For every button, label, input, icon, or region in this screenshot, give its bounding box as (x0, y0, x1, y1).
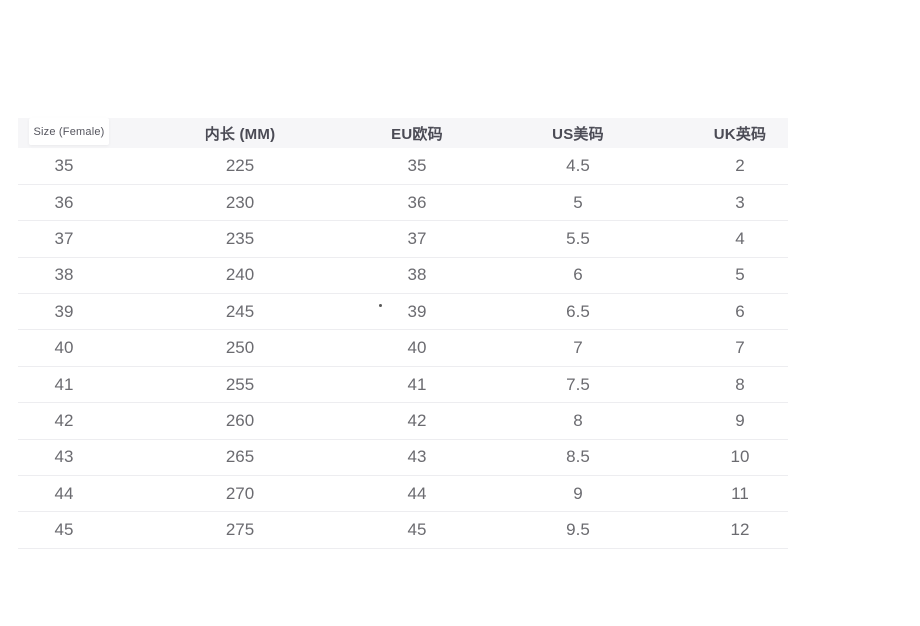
table-row: 41 255 41 7.5 8 (18, 366, 788, 404)
cell-eu-size: 43 (370, 439, 464, 477)
cell-inner-length-mm: 235 (110, 220, 370, 258)
cell-inner-length-mm: 265 (110, 439, 370, 477)
cell-size-female: 45 (18, 511, 110, 549)
cell-eu-size: 36 (370, 184, 464, 222)
cell-uk-size: 3 (692, 184, 788, 222)
size-table-body: 35 225 35 4.5 2 36 230 36 5 3 37 235 37 … (18, 148, 788, 549)
cell-size-female: 42 (18, 402, 110, 440)
cell-uk-size: 2 (692, 148, 788, 185)
cell-uk-size: 5 (692, 257, 788, 295)
cell-us-size: 8.5 (464, 439, 692, 477)
cell-inner-length-mm: 230 (110, 184, 370, 222)
cell-inner-length-mm: 260 (110, 402, 370, 440)
cell-inner-length-mm: 240 (110, 257, 370, 295)
header-row: Size (Female) 内长 (MM) EU欧码 US美码 UK英码 (18, 118, 788, 148)
column-header-label: 内长 (MM) (204, 125, 276, 143)
cell-size-female: 40 (18, 329, 110, 367)
shoe-size-conversion-table: Size (Female) 内长 (MM) EU欧码 US美码 UK英码 35 … (18, 118, 788, 549)
cell-size-female: 38 (18, 257, 110, 295)
column-header-eu: EU欧码 (370, 118, 464, 148)
cell-us-size: 8 (464, 402, 692, 440)
column-header-uk: UK英码 (692, 118, 788, 148)
column-header-us: US美码 (464, 118, 692, 148)
cell-eu-size: 44 (370, 475, 464, 513)
cell-uk-size: 11 (692, 475, 788, 513)
column-header-label: US美码 (552, 125, 604, 143)
table-row: 38 240 38 6 5 (18, 257, 788, 295)
cell-eu-size: 42 (370, 402, 464, 440)
table-row: 40 250 40 7 7 (18, 329, 788, 367)
cell-us-size: 4.5 (464, 148, 692, 185)
cell-us-size: 5.5 (464, 220, 692, 258)
cell-inner-length-mm: 275 (110, 511, 370, 549)
cell-us-size: 6.5 (464, 293, 692, 331)
table-row: 42 260 42 8 9 (18, 402, 788, 440)
cell-uk-size: 8 (692, 366, 788, 404)
cell-uk-size: 6 (692, 293, 788, 331)
cell-size-female: 44 (18, 475, 110, 513)
cell-us-size: 9.5 (464, 511, 692, 549)
cell-size-female: 39 (18, 293, 110, 331)
table-row: 35 225 35 4.5 2 (18, 148, 788, 185)
column-header-label: UK英码 (713, 125, 767, 143)
table-header: Size (Female) 内长 (MM) EU欧码 US美码 UK英码 (18, 118, 788, 148)
column-header-size-female: Size (Female) (18, 118, 110, 148)
table-row: 43 265 43 8.5 10 (18, 439, 788, 477)
cell-eu-size: 35 (370, 148, 464, 185)
cell-eu-size: 37 (370, 220, 464, 258)
cell-eu-size: 39 (370, 293, 464, 331)
stray-dot-artifact (379, 304, 382, 307)
column-header-label: Size (Female) (33, 125, 105, 138)
cell-us-size: 9 (464, 475, 692, 513)
cell-us-size: 7 (464, 329, 692, 367)
cell-eu-size: 38 (370, 257, 464, 295)
cell-size-female: 43 (18, 439, 110, 477)
cell-eu-size: 41 (370, 366, 464, 404)
cell-size-female: 37 (18, 220, 110, 258)
cell-eu-size: 45 (370, 511, 464, 549)
cell-inner-length-mm: 225 (110, 148, 370, 185)
table-row: 36 230 36 5 3 (18, 184, 788, 222)
cell-uk-size: 12 (692, 511, 788, 549)
cell-inner-length-mm: 245 (110, 293, 370, 331)
cell-inner-length-mm: 270 (110, 475, 370, 513)
cell-inner-length-mm: 255 (110, 366, 370, 404)
column-header-label: EU欧码 (391, 125, 443, 143)
cell-us-size: 6 (464, 257, 692, 295)
cell-size-female: 35 (18, 148, 110, 185)
column-header-inner-length: 内长 (MM) (110, 118, 370, 148)
cell-us-size: 7.5 (464, 366, 692, 404)
cell-uk-size: 7 (692, 329, 788, 367)
cell-uk-size: 4 (692, 220, 788, 258)
cell-eu-size: 40 (370, 329, 464, 367)
cell-us-size: 5 (464, 184, 692, 222)
cell-uk-size: 9 (692, 402, 788, 440)
cell-uk-size: 10 (692, 439, 788, 477)
size-female-label-overlay: Size (Female) (29, 118, 109, 145)
cell-size-female: 41 (18, 366, 110, 404)
table-row: 39 245 39 6.5 6 (18, 293, 788, 331)
cell-inner-length-mm: 250 (110, 329, 370, 367)
table-row: 45 275 45 9.5 12 (18, 511, 788, 549)
cell-size-female: 36 (18, 184, 110, 222)
table-row: 44 270 44 9 11 (18, 475, 788, 513)
table-row: 37 235 37 5.5 4 (18, 220, 788, 258)
